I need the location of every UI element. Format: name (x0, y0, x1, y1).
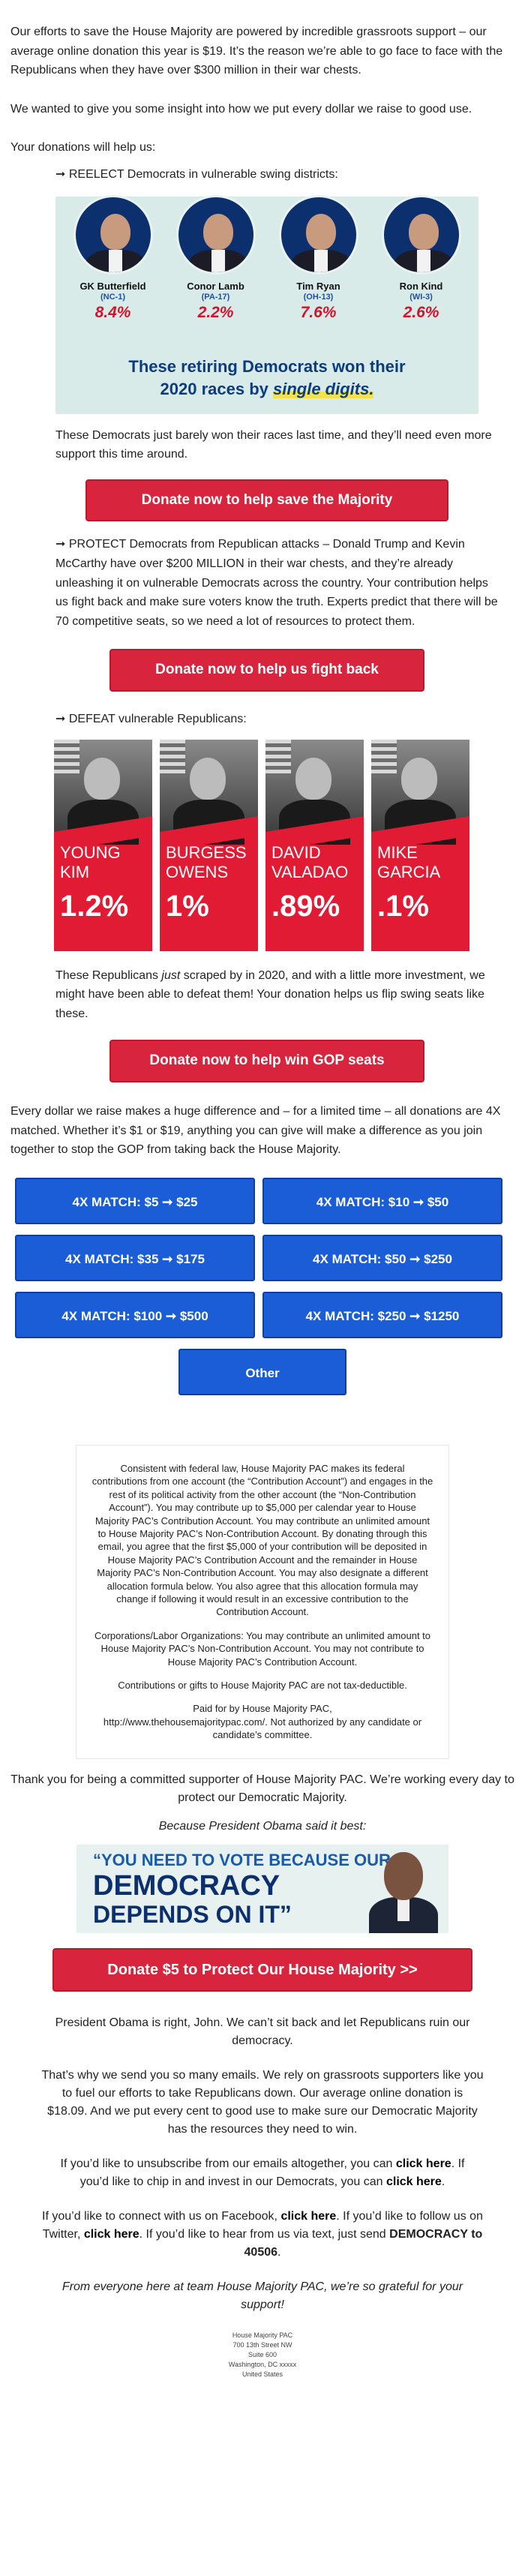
republican-photo (266, 739, 364, 845)
mailing-address: House Majority PAC 700 13th Street NW Su… (228, 2331, 297, 2378)
disclaimer-paid-for: Paid for by House Majority PAC, http://ww… (103, 1703, 422, 1741)
republican-card: YOUNG KIM 1.2% (54, 739, 152, 951)
facebook-link[interactable]: click here (280, 2209, 337, 2223)
candidate-name: GK Butterfield (80, 280, 146, 292)
match-50-button[interactable]: 4X MATCH: $50 ➞ $250 (262, 1234, 502, 1281)
candidate-photo (278, 194, 358, 275)
twitter-link[interactable]: click here (83, 2227, 140, 2241)
candidate-margin: 7.6% (300, 304, 337, 322)
candidate-card: GK Butterfield (NC-1) 8.4% (64, 194, 162, 323)
republican-margin: 1% (166, 889, 209, 923)
disclaimer-contribution-accounts: Consistent with federal law, House Major… (92, 1462, 434, 1618)
match-35-button[interactable]: 4X MATCH: $35 ➞ $175 (15, 1234, 255, 1281)
candidate-card: Conor Lamb (PA-17) 2.2% (167, 194, 265, 323)
other-amount-button[interactable]: Other (178, 1348, 346, 1395)
intro-paragraph-1: Our efforts to save the House Majority a… (10, 26, 503, 77)
candidate-margin: 2.2% (197, 304, 234, 322)
republican-name: YOUNG KIM (60, 842, 121, 882)
signoff: From everyone here at team House Majorit… (62, 2280, 464, 2311)
disclaimer-corporations: Corporations/Labor Organizations: You ma… (94, 1629, 431, 1668)
donation-amount-grid: 4X MATCH: $5 ➞ $25 4X MATCH: $10 ➞ $50 4… (15, 1177, 514, 1338)
closing-paragraph-1: President Obama is right, John. We can’t… (55, 2016, 470, 2047)
defeat-republicans-graphic: YOUNG KIM 1.2% BURGESS OWENS 1% DAVID VALAD… (54, 739, 514, 951)
republican-name: MIKE GARCIA (377, 842, 441, 882)
social-paragraph: If you’d like to connect with us on Face… (42, 2209, 483, 2259)
obama-lead: Because President Obama said it best: (158, 1819, 367, 1833)
candidate-district: (WI-3) (410, 293, 433, 302)
thanks-paragraph: Thank you for being a committed supporte… (10, 1773, 514, 1804)
match-paragraph: Every dollar we raise makes a huge diffe… (10, 1105, 501, 1157)
donate-5-protect-majority-button[interactable]: Donate $5 to Protect Our House Majority … (52, 1947, 472, 1992)
republican-margin: .89% (272, 889, 340, 923)
candidate-photo (176, 194, 256, 275)
republican-name: BURGESS OWENS (166, 842, 247, 882)
candidate-card: Ron Kind (WI-3) 2.6% (373, 194, 470, 323)
candidate-margin: 8.4% (94, 304, 131, 322)
republican-margin: 1.2% (60, 889, 129, 923)
candidate-district: (NC-1) (100, 293, 125, 302)
defeat-heading: ➞ DEFEAT vulnerable Republicans: (56, 713, 247, 726)
closing-paragraph-2: That’s why we send you so many emails. W… (41, 2068, 484, 2136)
banner-quote-line-2: DEMOCRACY (93, 1869, 280, 1902)
candidate-district: (OH-13) (303, 293, 334, 302)
obama-quote-banner: “YOU NEED TO VOTE BECAUSE OUR DEMOCRACY … (76, 1844, 448, 1933)
graphic-headline: These retiring Democrats won their 2020 … (56, 356, 478, 400)
graphic-headline-line-1: These retiring Democrats won their (128, 357, 406, 377)
banner-quote-line-3: DEPENDS ON IT” (93, 1900, 292, 1928)
donate-fight-back-button[interactable]: Donate now to help us fight back (110, 649, 424, 692)
obama-photo (369, 1851, 438, 1933)
donate-win-gop-seats-button[interactable]: Donate now to help win GOP seats (110, 1040, 424, 1083)
protect-paragraph: ➞ PROTECT Democrats from Republican atta… (56, 538, 498, 628)
intro-paragraph-3: Your donations will help us: (10, 141, 156, 155)
donate-save-majority-button[interactable]: Donate now to help save the Majority (86, 479, 448, 522)
match-250-button[interactable]: 4X MATCH: $250 ➞ $1250 (262, 1291, 502, 1338)
email-body: Our efforts to save the House Majority a… (10, 26, 514, 2378)
reelect-heading: ➞ REELECT Democrats in vulnerable swing … (56, 167, 338, 181)
reelect-caption: These Democrats just barely won their ra… (56, 428, 492, 461)
candidate-name: Ron Kind (399, 280, 443, 292)
graphic-headline-emphasis: single digits. (273, 379, 374, 398)
republican-name: DAVID VALADAO (272, 842, 349, 882)
banner-quote-line-1: “YOU NEED TO VOTE BECAUSE OUR (93, 1850, 391, 1869)
match-10-button[interactable]: 4X MATCH: $10 ➞ $50 (262, 1177, 502, 1224)
defeat-caption: These Republicans just scraped by in 202… (56, 968, 485, 1020)
graphic-headline-line-2: 2020 races by (160, 379, 273, 398)
unsubscribe-link[interactable]: click here (395, 2157, 452, 2170)
candidate-card: Tim Ryan (OH-13) 7.6% (270, 194, 368, 323)
republican-margin: .1% (377, 889, 429, 923)
intro-paragraph-2: We wanted to give you some insight into … (10, 102, 472, 116)
candidate-district: (PA-17) (201, 293, 230, 302)
republican-photo (160, 739, 258, 845)
unsubscribe-paragraph: If you’d like to unsubscribe from our em… (60, 2157, 465, 2188)
text-keyword: DEMOCRACY to 40506 (244, 2227, 483, 2259)
republican-card: DAVID VALADAO .89% (266, 739, 364, 951)
chip-in-link[interactable]: click here (386, 2175, 442, 2188)
disclaimer-tax: Contributions or gifts to House Majority… (118, 1680, 407, 1692)
republican-card: MIKE GARCIA .1% (371, 739, 470, 951)
candidate-margin: 2.6% (403, 304, 440, 322)
legal-disclaimer: Consistent with federal law, House Major… (76, 1444, 449, 1759)
candidate-name: Conor Lamb (187, 280, 244, 292)
candidate-photo (381, 194, 461, 275)
candidate-photo (73, 194, 153, 275)
republican-card: BURGESS OWENS 1% (160, 739, 258, 951)
match-100-button[interactable]: 4X MATCH: $100 ➞ $500 (15, 1291, 255, 1338)
match-5-button[interactable]: 4X MATCH: $5 ➞ $25 (15, 1177, 255, 1224)
reelect-democrats-graphic: GK Butterfield (NC-1) 8.4% Conor Lamb (P… (56, 194, 478, 414)
candidate-name: Tim Ryan (296, 280, 340, 292)
